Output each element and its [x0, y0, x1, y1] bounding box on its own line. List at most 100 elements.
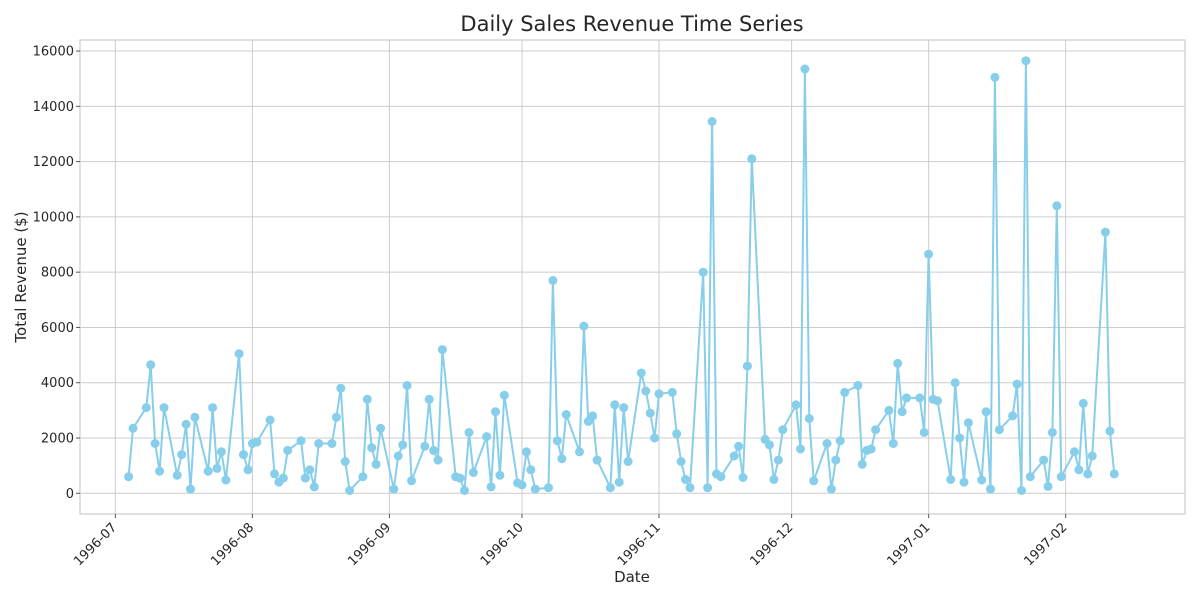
data-point	[437, 345, 447, 355]
data-point	[933, 396, 942, 406]
data-point	[517, 480, 527, 490]
data-point	[460, 486, 469, 495]
plot-frame	[79, 39, 1186, 515]
data-point	[742, 361, 752, 371]
data-point	[150, 439, 160, 448]
data-point	[296, 436, 306, 446]
data-point	[707, 117, 717, 126]
x-tick-label: 1996-10	[478, 520, 527, 569]
data-point	[809, 476, 819, 486]
data-point	[491, 407, 500, 417]
data-point	[654, 389, 664, 399]
data-point	[619, 403, 629, 413]
data-point	[172, 470, 182, 480]
data-point	[1017, 486, 1026, 495]
data-point	[367, 443, 377, 453]
y-axis-ticks: 0 2000 4000 6000 8000 10000 12000 14000 16000	[33, 45, 80, 502]
data-point	[888, 439, 898, 448]
data-point	[371, 459, 381, 469]
data-point	[398, 440, 408, 450]
data-point	[897, 407, 907, 417]
x-tick-label: 1996-09	[345, 520, 394, 569]
data-point	[265, 415, 275, 425]
data-point	[950, 378, 960, 388]
data-point	[703, 483, 713, 493]
data-point	[521, 447, 531, 457]
data-point	[402, 381, 412, 390]
data-point	[544, 483, 553, 493]
x-tick-label: 1996-08	[208, 520, 257, 569]
data-point	[645, 408, 655, 418]
data-point	[336, 383, 346, 393]
data-point	[1047, 428, 1057, 437]
data-point	[990, 72, 1000, 82]
data-point	[1078, 398, 1088, 408]
data-point	[212, 463, 222, 473]
data-point	[840, 387, 850, 397]
data-point	[340, 457, 350, 466]
data-point	[552, 436, 562, 446]
data-point	[791, 400, 801, 410]
data-point	[389, 484, 399, 494]
x-tick-label: 1997-01	[884, 520, 933, 569]
data-point	[698, 267, 708, 277]
data-point	[592, 455, 602, 465]
data-point	[305, 465, 315, 475]
data-point	[155, 466, 165, 476]
data-point	[981, 407, 991, 417]
data-point	[977, 475, 987, 485]
data-point	[300, 473, 310, 483]
data-point	[734, 441, 744, 451]
data-point	[314, 439, 324, 448]
data-point	[994, 425, 1004, 435]
series-points	[124, 56, 1119, 495]
data-point	[623, 457, 633, 466]
data-point	[919, 428, 929, 437]
data-point	[433, 455, 443, 465]
data-point	[685, 483, 695, 493]
data-point	[1056, 472, 1066, 482]
data-point	[362, 394, 372, 404]
data-point	[1025, 472, 1035, 482]
data-point	[252, 437, 262, 447]
data-point	[239, 450, 248, 460]
data-point	[482, 432, 492, 442]
data-point	[667, 387, 677, 397]
data-point	[800, 64, 810, 74]
data-point	[530, 484, 540, 494]
data-point	[902, 393, 911, 403]
y-tick-label: 0	[66, 487, 74, 502]
data-point	[769, 475, 779, 484]
data-point	[1070, 447, 1079, 457]
data-point	[605, 483, 615, 493]
data-point	[216, 447, 226, 457]
data-point	[486, 482, 496, 492]
data-point	[358, 472, 368, 482]
data-point	[579, 321, 589, 331]
data-point	[468, 468, 478, 477]
data-point	[822, 439, 832, 448]
grid	[80, 40, 1185, 514]
data-point	[393, 451, 403, 461]
data-point	[146, 360, 156, 370]
data-point	[561, 410, 571, 419]
data-point	[208, 403, 218, 413]
data-point	[826, 484, 836, 494]
data-point	[221, 475, 231, 485]
data-point	[181, 419, 191, 429]
data-point	[955, 433, 965, 443]
data-point	[857, 459, 867, 469]
data-point	[309, 482, 319, 492]
x-tick-label: 1997-02	[1021, 520, 1070, 569]
x-axis-label: Date	[614, 568, 650, 586]
data-point	[963, 418, 973, 428]
data-point	[804, 414, 814, 424]
data-point	[1074, 465, 1084, 475]
x-tick-label: 1996-11	[615, 520, 664, 569]
data-point	[636, 368, 646, 378]
data-point	[946, 475, 956, 484]
data-point	[331, 412, 341, 422]
data-point	[1012, 379, 1022, 389]
data-point	[283, 445, 293, 455]
